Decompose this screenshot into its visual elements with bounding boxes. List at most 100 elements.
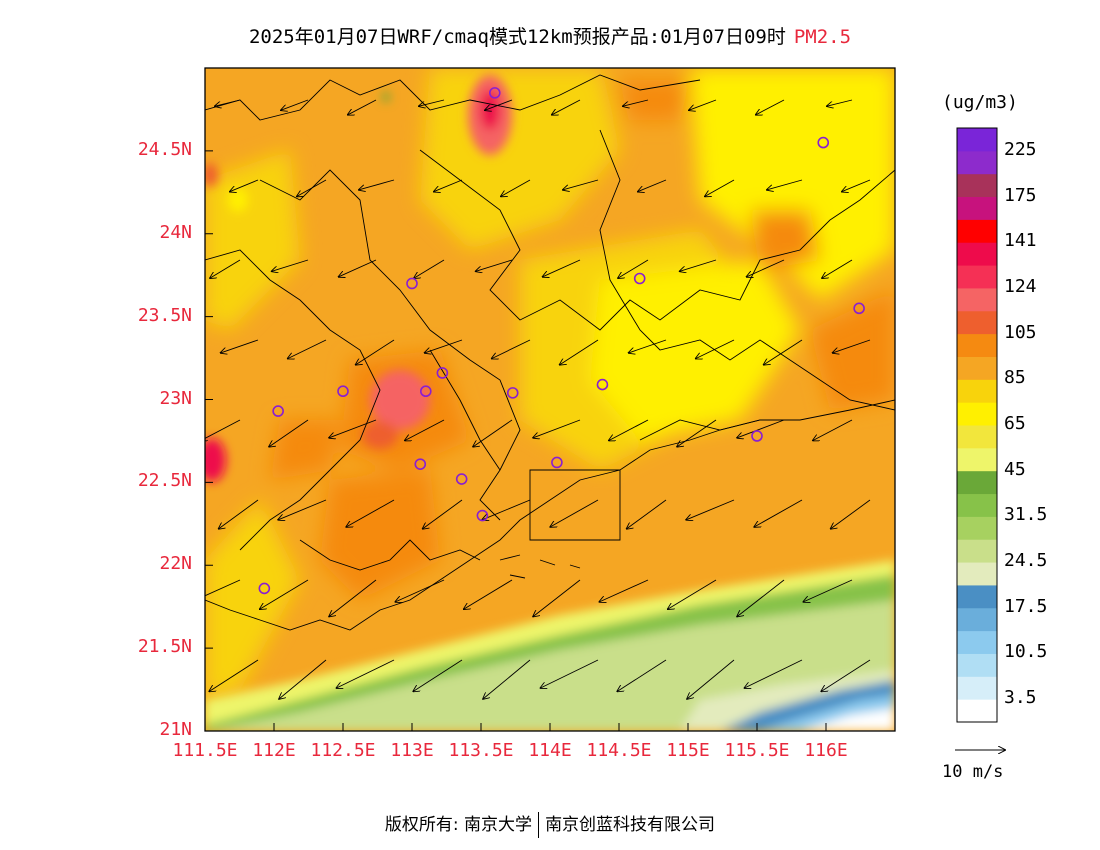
colorbar-tick-label: 175: [1004, 184, 1037, 206]
vector-legend-label: 10 m/s: [942, 762, 1004, 782]
wind-arrow: [833, 339, 871, 353]
wind-arrow: [413, 659, 463, 691]
wind-arrow: [827, 99, 853, 106]
wind-arrow: [414, 259, 445, 278]
lon-label: 111.5E: [172, 740, 238, 761]
wind-arrow: [359, 179, 395, 190]
title-variable: PM2.5: [793, 26, 852, 48]
wind-arrow: [533, 419, 581, 438]
wind-arrow: [348, 99, 377, 115]
wind-arrow: [821, 659, 871, 691]
wind-arrow: [543, 259, 581, 277]
station-marker: [406, 277, 418, 290]
wind-arrow: [434, 179, 463, 192]
lat-label: 22.5N: [137, 470, 192, 492]
colorbar-swatch: [957, 539, 997, 563]
lat-label: 23N: [159, 387, 192, 409]
colorbar-tick-label: 124: [1004, 275, 1037, 297]
wind-arrow: [464, 579, 513, 609]
lat-label: 21N: [159, 719, 192, 740]
lon-label: 113E: [390, 740, 434, 761]
wind-arrow: [623, 99, 649, 106]
colorbar-swatch: [957, 242, 997, 266]
axis-ticks: [204, 150, 827, 732]
wind-arrow: [356, 339, 395, 365]
station-marker: [455, 473, 468, 485]
colorbar-swatch: [957, 607, 997, 632]
wind-arrow: [677, 419, 717, 447]
title-main: 2025年01月07日WRF/cmaq模式12km预报产品:01月07日09时: [248, 26, 786, 48]
station-marker: [596, 378, 609, 391]
station-marker: [258, 582, 271, 595]
colorbar-swatch: [957, 333, 997, 357]
colorbar-swatch: [957, 287, 997, 312]
wind-arrow: [205, 579, 241, 597]
wind-arrow: [627, 499, 667, 529]
lon-label: 113.5E: [448, 740, 514, 761]
wind-arrow: [609, 419, 649, 441]
wind-arrow: [269, 419, 309, 447]
wind-arrow: [329, 579, 377, 617]
wind-arrow: [533, 579, 581, 617]
station-marker: [476, 509, 489, 522]
monitoring-stations: [258, 87, 865, 595]
wind-arrow: [696, 339, 735, 359]
wind-arrow: [329, 419, 377, 438]
lon-label: 115.5E: [724, 740, 790, 761]
wind-arrow: [219, 499, 259, 529]
wind-arrow: [617, 659, 667, 691]
colorbar-swatch: [957, 196, 997, 220]
wind-arrow: [209, 659, 259, 691]
wind-arrow: [560, 339, 599, 365]
wind-arrow: [230, 179, 259, 192]
station-marker: [633, 272, 646, 285]
wind-arrow: [339, 259, 377, 277]
lon-label: 116E: [804, 740, 848, 761]
wind-arrow: [687, 659, 735, 699]
wind-arrow: [492, 339, 531, 359]
wind-vectors: [205, 99, 871, 699]
station-marker: [414, 458, 427, 470]
station-marker: [488, 87, 501, 99]
colorbar-tick-label: 105: [1004, 321, 1037, 343]
lon-label: 112.5E: [310, 740, 376, 761]
colorbar-swatch: [957, 699, 997, 723]
wind-arrow: [638, 179, 667, 192]
wind-arrow: [803, 579, 853, 602]
colorbar-swatch: [957, 562, 997, 586]
wind-arrow: [337, 659, 395, 688]
colorbar-frame: [956, 127, 998, 723]
colorbar-tick-label: 3.5: [1004, 687, 1037, 709]
colorbar-tick-label: 225: [1004, 138, 1037, 160]
wind-arrow: [278, 499, 327, 520]
colorbar-swatch: [957, 516, 997, 540]
colorbar-swatch: [957, 265, 997, 289]
colorbar-swatch: [957, 150, 997, 175]
wind-arrow: [395, 579, 445, 602]
colorbar-swatch: [957, 219, 997, 243]
colorbar-tick-label: 17.5: [1004, 595, 1048, 617]
wind-arrow: [221, 339, 259, 353]
wind-arrow: [737, 419, 785, 438]
station-marker: [419, 385, 432, 398]
wind-arrow: [473, 419, 513, 447]
wind-arrow: [754, 499, 803, 527]
colorbar-swatch: [957, 402, 997, 426]
lat-label: 24N: [159, 221, 192, 243]
station-marker: [272, 405, 284, 417]
lat-label: 22N: [159, 553, 192, 575]
wind-arrow: [705, 179, 735, 196]
colorbar-swatch: [957, 173, 997, 198]
lon-label: 114E: [528, 740, 572, 761]
station-marker: [751, 430, 763, 442]
wind-arrow: [618, 259, 649, 278]
colorbar-tick-label: 24.5: [1004, 550, 1048, 572]
wind-arrow: [279, 659, 327, 699]
wind-arrow: [215, 99, 241, 106]
colorbar-tick-label: 10.5: [1004, 641, 1048, 663]
colorbar-unit: (ug/m3): [942, 92, 1018, 113]
wind-arrow: [541, 659, 599, 688]
colorbar-tick-label: 45: [1004, 458, 1026, 480]
wind-arrow: [297, 179, 327, 196]
colorbar-swatch: [957, 470, 997, 495]
